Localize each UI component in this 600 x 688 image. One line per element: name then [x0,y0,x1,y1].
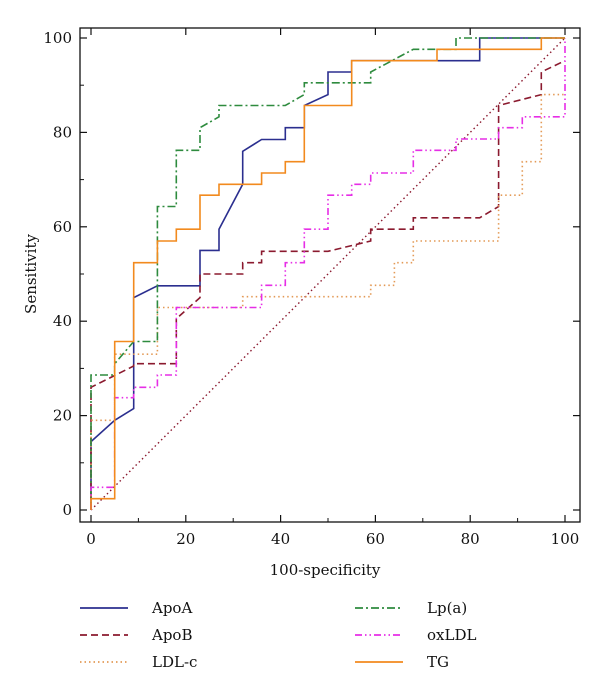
y-axis-title: Sensitivity [22,234,40,314]
x-tick-label: 60 [366,530,385,548]
series-layer [90,37,566,510]
series-line-tg [90,37,565,510]
legend-label: ApoA [151,599,192,617]
series-line-apob [90,59,566,510]
x-tick-labels: 0 20 40 60 80 100 [86,530,579,548]
x-tick-label: 20 [176,530,195,548]
y-tick-labels: 0 20 40 60 80 100 [43,29,72,519]
ticks-layer [80,28,580,522]
x-tick-label: 80 [461,530,480,548]
x-tick-label: 0 [86,530,96,548]
legend-item: ApoB [80,626,193,644]
reference-diagonal-line [90,37,566,511]
reference-line-layer [90,37,566,511]
series-line-ldl-c [90,93,565,510]
legend-label: LDL-c [152,653,197,671]
y-tick-label: 80 [53,123,72,141]
legend-item: LDL-c [80,653,197,671]
y-tick-label: 20 [53,407,72,425]
y-tick-label: 40 [53,312,72,330]
legend-label: oxLDL [427,626,476,644]
plot-frame [79,27,581,523]
legend-label: TG [427,653,449,671]
y-tick-label: 60 [53,218,72,236]
x-tick-label: 100 [551,530,580,548]
y-tick-label: 0 [62,501,72,519]
legend-label: ApoB [151,626,193,644]
legend-item: Lp(a) [355,599,467,617]
legend: ApoA ApoB LDL-c Lp(a) oxLDL TG [80,599,476,671]
x-axis-title: 100-specificity [270,561,381,579]
series-line-oxldl [90,38,566,510]
legend-label: Lp(a) [427,599,467,617]
y-tick-label: 100 [43,29,72,47]
legend-item: oxLDL [355,626,476,644]
legend-item: ApoA [80,599,192,617]
x-tick-label: 40 [271,530,290,548]
legend-item: TG [355,653,449,671]
